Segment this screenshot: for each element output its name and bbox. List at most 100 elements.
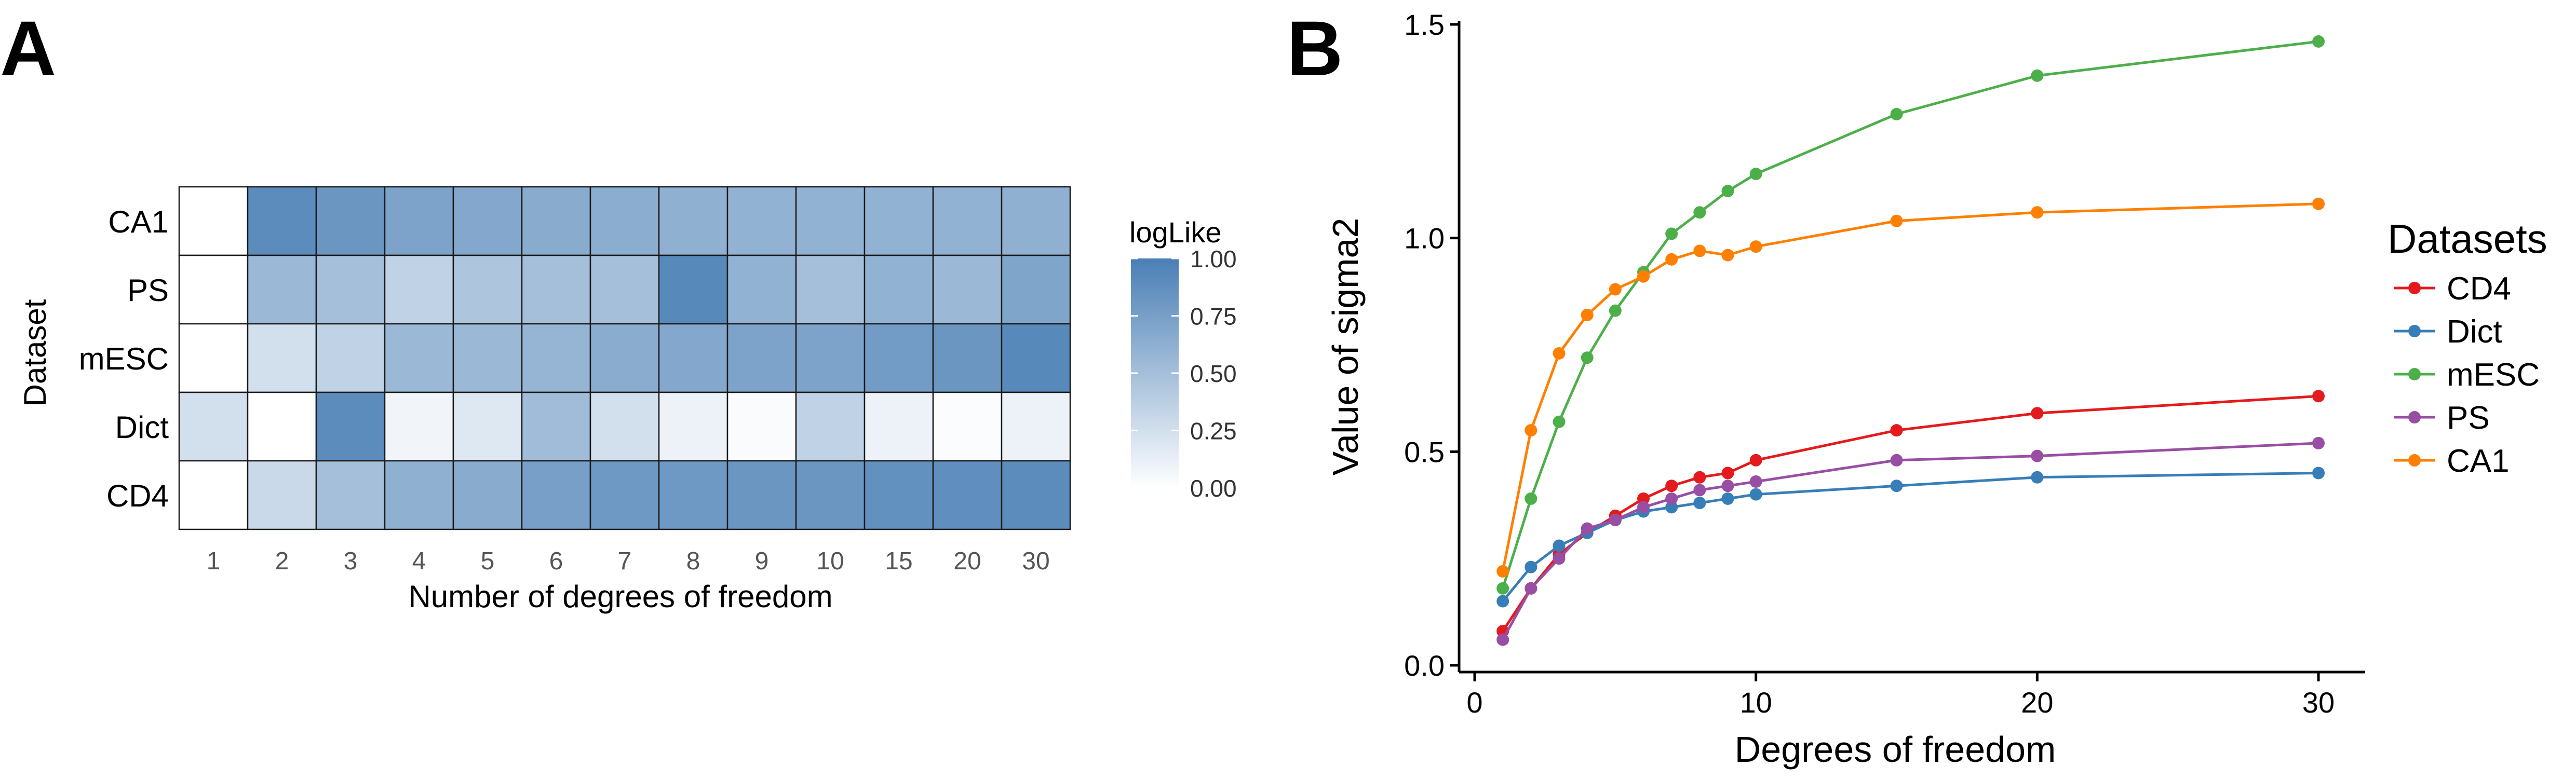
heatmap-cell	[521, 323, 591, 393]
data-point-ps	[1665, 492, 1678, 505]
heatmap-x-tick-label: 7	[618, 548, 632, 575]
heatmap-cell	[726, 323, 797, 393]
heatmap-cell	[384, 186, 454, 256]
heatmap-x-tick-label: 10	[816, 548, 844, 575]
data-point-mesc	[1749, 168, 1762, 181]
data-point-cd4	[1637, 492, 1650, 505]
heatmap-cell	[1001, 186, 1071, 256]
heatmap-cell	[452, 323, 523, 393]
heatmap-x-tick-label: 6	[549, 548, 563, 575]
data-point-dict	[2031, 471, 2044, 484]
heatmap-y-tick-label: mESC	[79, 341, 169, 376]
heatmap-y-tick-labels: CA1 PS mESC Dict CD4	[79, 204, 169, 513]
heatmap-cell	[315, 323, 386, 393]
data-point-mesc	[1721, 185, 1734, 198]
data-point-ca1	[1665, 253, 1678, 266]
y-tick-label: 0.5	[1404, 435, 1445, 468]
heatmap-cell	[658, 323, 729, 393]
heatmap-cell	[932, 391, 1003, 462]
line-x-ticks: 0 10 20 30	[1466, 672, 2335, 719]
heatmap-x-tick-label: 30	[1022, 548, 1049, 575]
data-point-dict	[1890, 480, 1903, 492]
heatmap-cell	[1001, 254, 1071, 325]
x-tick-label: 20	[2021, 686, 2053, 719]
data-point-mesc	[1665, 227, 1678, 240]
data-point-mesc	[1890, 107, 1903, 120]
data-point-ps	[1553, 552, 1566, 565]
data-point-ca1	[1609, 283, 1622, 296]
heatmap-x-tick-label: 1	[207, 548, 221, 575]
heatmap-cell	[932, 460, 1003, 530]
data-point-ps	[1525, 582, 1537, 595]
data-point-ps	[1749, 475, 1762, 488]
data-point-dict	[1665, 501, 1678, 514]
heatmap-cell	[247, 460, 317, 530]
heatmap-panel: CA1 PS mESC Dict CD4 1 2 3 4 5 6 7 8 9 10 15 20 30 Numbe…	[18, 186, 1237, 614]
heatmap-cell	[452, 254, 523, 325]
heatmap-cell	[521, 186, 591, 256]
data-point-ca1	[1525, 424, 1537, 437]
heatmap-cell	[247, 323, 317, 393]
colorbar-tick-label: 0.75	[1190, 303, 1237, 330]
heatmap-x-tick-label: 8	[686, 548, 700, 575]
data-point-dict	[2312, 467, 2325, 480]
heatmap-y-tick-label: CA1	[108, 204, 169, 239]
heatmap-cell	[247, 391, 317, 462]
heatmap-cell	[384, 254, 454, 325]
heatmap-cell	[589, 460, 660, 530]
data-point-ps	[1637, 501, 1650, 514]
heatmap-cell	[589, 254, 660, 325]
heatmap-cell	[178, 323, 249, 393]
data-point-ca1	[1496, 565, 1509, 578]
data-point-cd4	[1749, 454, 1762, 467]
data-point-ps	[1721, 480, 1734, 492]
heatmap-cell	[589, 186, 660, 256]
legend-label-mesc: mESC	[2447, 357, 2540, 393]
heatmap-y-tick-label: Dict	[115, 410, 169, 445]
y-tick-label: 1.5	[1404, 8, 1445, 41]
line-y-ticks: 0.0 0.5 1.0 1.5	[1404, 8, 1459, 682]
heatmap-cell	[247, 186, 317, 256]
x-tick-label: 30	[2302, 686, 2335, 719]
heatmap-x-tick-label: 5	[481, 548, 495, 575]
heatmap-x-tick-label: 20	[953, 548, 981, 575]
heatmap-cell	[932, 254, 1003, 325]
legend-marker-ps	[2408, 411, 2421, 423]
heatmap-cell	[795, 186, 866, 256]
legend-label-dict: Dict	[2447, 314, 2502, 350]
data-point-ps	[1496, 633, 1509, 646]
data-point-mesc	[2031, 69, 2044, 82]
heatmap-cell	[384, 391, 454, 462]
heatmap-cell	[658, 254, 729, 325]
heatmap-cell	[521, 460, 591, 530]
data-point-ca1	[1693, 244, 1706, 257]
line-series-group	[1496, 35, 2325, 646]
legend-label-ps: PS	[2447, 400, 2490, 436]
data-point-cd4	[1665, 480, 1678, 492]
heatmap-cell	[178, 254, 249, 325]
heatmap-cell	[658, 186, 729, 256]
heatmap-cell	[864, 460, 934, 530]
heatmap-cell	[1001, 391, 1071, 462]
x-tick-label: 0	[1466, 686, 1482, 719]
heatmap-x-axis-title: Number of degrees of freedom	[408, 579, 832, 614]
y-tick-label: 1.0	[1404, 222, 1445, 255]
colorbar-tick-label: 0.50	[1190, 360, 1237, 387]
colorbar-title: logLike	[1129, 216, 1221, 249]
heatmap-cell	[726, 460, 797, 530]
heatmap-cell	[726, 391, 797, 462]
colorbar-tick-label: 1.00	[1190, 245, 1237, 272]
heatmap-cell	[452, 186, 523, 256]
heatmap-cell	[315, 391, 386, 462]
heatmap-cell	[1001, 460, 1071, 530]
heatmap-x-tick-label: 2	[275, 548, 289, 575]
heatmap-x-tick-labels: 1 2 3 4 5 6 7 8 9 10 15 20 30	[207, 548, 1050, 575]
heatmap-cell	[384, 460, 454, 530]
heatmap-cell	[315, 460, 386, 530]
heatmap-cell	[178, 460, 249, 530]
heatmap-cell	[589, 323, 660, 393]
data-point-dict	[1749, 488, 1762, 501]
line-panel: 0.00.51.01.5 0 10 20 30 Degrees of freedom …	[1325, 8, 2547, 770]
data-point-ca1	[1553, 347, 1566, 360]
